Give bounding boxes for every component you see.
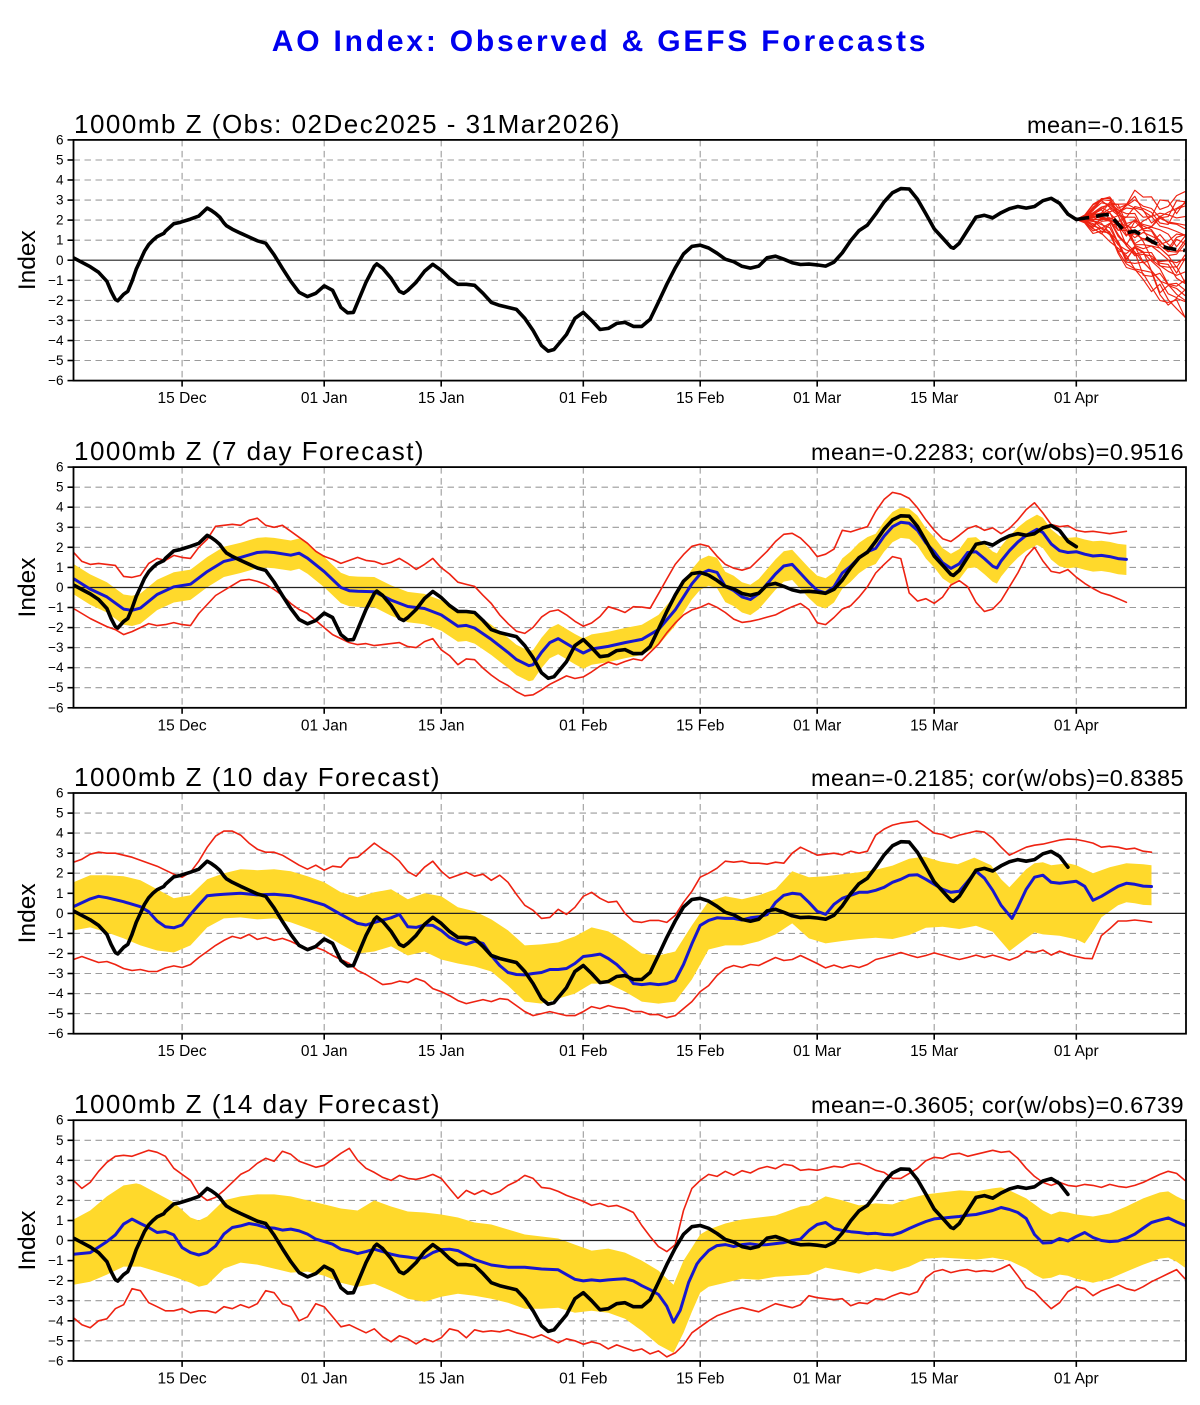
svg-text:6: 6 xyxy=(56,1113,64,1128)
svg-text:01 Feb: 01 Feb xyxy=(559,1043,607,1060)
svg-text:−3: −3 xyxy=(48,1293,63,1308)
svg-text:1: 1 xyxy=(56,886,64,901)
svg-text:15 Feb: 15 Feb xyxy=(676,717,724,734)
svg-text:0: 0 xyxy=(56,906,64,921)
svg-text:01 Mar: 01 Mar xyxy=(793,390,841,407)
svg-text:1: 1 xyxy=(56,560,64,575)
svg-text:6: 6 xyxy=(56,132,64,147)
svg-text:−2: −2 xyxy=(48,620,63,635)
svg-text:15 Feb: 15 Feb xyxy=(676,1370,724,1387)
svg-text:1: 1 xyxy=(56,1213,64,1228)
svg-text:15 Mar: 15 Mar xyxy=(910,717,958,734)
svg-text:15 Jan: 15 Jan xyxy=(418,1043,465,1060)
svg-text:−3: −3 xyxy=(48,640,63,655)
svg-text:4: 4 xyxy=(56,1153,64,1168)
svg-text:−2: −2 xyxy=(48,946,63,961)
svg-text:AO Index: Observed & GEFS Fore: AO Index: Observed & GEFS Forecasts xyxy=(272,25,929,58)
svg-text:mean=-0.2283; cor(w/obs)=0.951: mean=-0.2283; cor(w/obs)=0.9516 xyxy=(811,439,1184,465)
svg-text:2: 2 xyxy=(56,213,64,228)
svg-text:−3: −3 xyxy=(48,313,63,328)
svg-text:0: 0 xyxy=(56,1233,64,1248)
svg-text:−2: −2 xyxy=(48,293,63,308)
svg-text:3: 3 xyxy=(56,520,64,535)
svg-text:−1: −1 xyxy=(48,273,63,288)
svg-text:mean=-0.2185; cor(w/obs)=0.838: mean=-0.2185; cor(w/obs)=0.8385 xyxy=(811,765,1184,791)
svg-text:1000mb Z (14 day Forecast): 1000mb Z (14 day Forecast) xyxy=(74,1089,441,1119)
svg-text:6: 6 xyxy=(56,786,64,801)
svg-text:2: 2 xyxy=(56,540,64,555)
svg-text:01 Jan: 01 Jan xyxy=(301,1043,348,1060)
svg-text:−6: −6 xyxy=(48,1026,63,1041)
svg-text:−5: −5 xyxy=(48,680,63,695)
svg-text:1000mb Z (10 day Forecast): 1000mb Z (10 day Forecast) xyxy=(74,762,441,792)
svg-text:01 Mar: 01 Mar xyxy=(793,717,841,734)
svg-text:15 Mar: 15 Mar xyxy=(910,390,958,407)
svg-text:−6: −6 xyxy=(48,1353,63,1368)
svg-text:−6: −6 xyxy=(48,373,63,388)
svg-text:01 Feb: 01 Feb xyxy=(559,717,607,734)
svg-text:01 Jan: 01 Jan xyxy=(301,1370,348,1387)
svg-text:−1: −1 xyxy=(48,926,63,941)
svg-text:3: 3 xyxy=(56,1173,64,1188)
svg-text:15 Mar: 15 Mar xyxy=(910,1043,958,1060)
svg-text:01 Feb: 01 Feb xyxy=(559,390,607,407)
svg-text:15 Feb: 15 Feb xyxy=(676,390,724,407)
svg-text:−5: −5 xyxy=(48,353,63,368)
svg-text:4: 4 xyxy=(56,173,64,188)
svg-text:15 Dec: 15 Dec xyxy=(158,1370,207,1387)
svg-text:4: 4 xyxy=(56,500,64,515)
svg-text:1000mb Z (Obs: 02Dec2025 - 31M: 1000mb Z (Obs: 02Dec2025 - 31Mar2026) xyxy=(74,109,621,139)
svg-text:6: 6 xyxy=(56,460,64,475)
svg-text:−4: −4 xyxy=(48,660,64,675)
svg-text:Index: Index xyxy=(14,1211,41,1271)
svg-text:−6: −6 xyxy=(48,700,63,715)
svg-text:2: 2 xyxy=(56,1193,64,1208)
svg-text:0: 0 xyxy=(56,253,64,268)
svg-text:15 Feb: 15 Feb xyxy=(676,1043,724,1060)
svg-text:mean=-0.3605; cor(w/obs)=0.673: mean=-0.3605; cor(w/obs)=0.6739 xyxy=(811,1092,1184,1118)
svg-text:3: 3 xyxy=(56,846,64,861)
svg-text:01 Apr: 01 Apr xyxy=(1054,1043,1099,1060)
svg-text:5: 5 xyxy=(56,1133,64,1148)
svg-text:Index: Index xyxy=(14,883,41,943)
svg-text:−4: −4 xyxy=(48,986,64,1001)
svg-text:15 Jan: 15 Jan xyxy=(418,1370,465,1387)
svg-text:01 Mar: 01 Mar xyxy=(793,1370,841,1387)
svg-text:−2: −2 xyxy=(48,1273,63,1288)
svg-text:1000mb Z (7 day Forecast): 1000mb Z (7 day Forecast) xyxy=(74,436,425,466)
svg-text:−5: −5 xyxy=(48,1006,63,1021)
svg-text:01 Jan: 01 Jan xyxy=(301,717,348,734)
svg-text:01 Apr: 01 Apr xyxy=(1054,1370,1099,1387)
svg-text:01 Feb: 01 Feb xyxy=(559,1370,607,1387)
svg-text:5: 5 xyxy=(56,153,64,168)
svg-text:15 Dec: 15 Dec xyxy=(158,1043,207,1060)
svg-text:15 Jan: 15 Jan xyxy=(418,390,465,407)
svg-text:5: 5 xyxy=(56,806,64,821)
svg-text:1: 1 xyxy=(56,233,64,248)
svg-text:−4: −4 xyxy=(48,1313,64,1328)
svg-text:01 Apr: 01 Apr xyxy=(1054,717,1099,734)
svg-text:5: 5 xyxy=(56,480,64,495)
svg-text:15 Dec: 15 Dec xyxy=(158,390,207,407)
svg-text:2: 2 xyxy=(56,866,64,881)
svg-text:0: 0 xyxy=(56,580,64,595)
svg-text:4: 4 xyxy=(56,826,64,841)
svg-text:−1: −1 xyxy=(48,600,63,615)
svg-text:−1: −1 xyxy=(48,1253,63,1268)
svg-text:15 Dec: 15 Dec xyxy=(158,717,207,734)
svg-text:Index: Index xyxy=(14,230,41,290)
svg-text:Index: Index xyxy=(14,558,41,618)
svg-text:01 Mar: 01 Mar xyxy=(793,1043,841,1060)
svg-text:15 Jan: 15 Jan xyxy=(418,717,465,734)
svg-text:3: 3 xyxy=(56,193,64,208)
svg-text:mean=-0.1615: mean=-0.1615 xyxy=(1027,112,1184,138)
svg-text:−5: −5 xyxy=(48,1333,63,1348)
svg-text:01 Apr: 01 Apr xyxy=(1054,390,1099,407)
svg-text:01 Jan: 01 Jan xyxy=(301,390,348,407)
svg-text:15 Mar: 15 Mar xyxy=(910,1370,958,1387)
svg-text:−4: −4 xyxy=(48,333,64,348)
svg-text:−3: −3 xyxy=(48,966,63,981)
